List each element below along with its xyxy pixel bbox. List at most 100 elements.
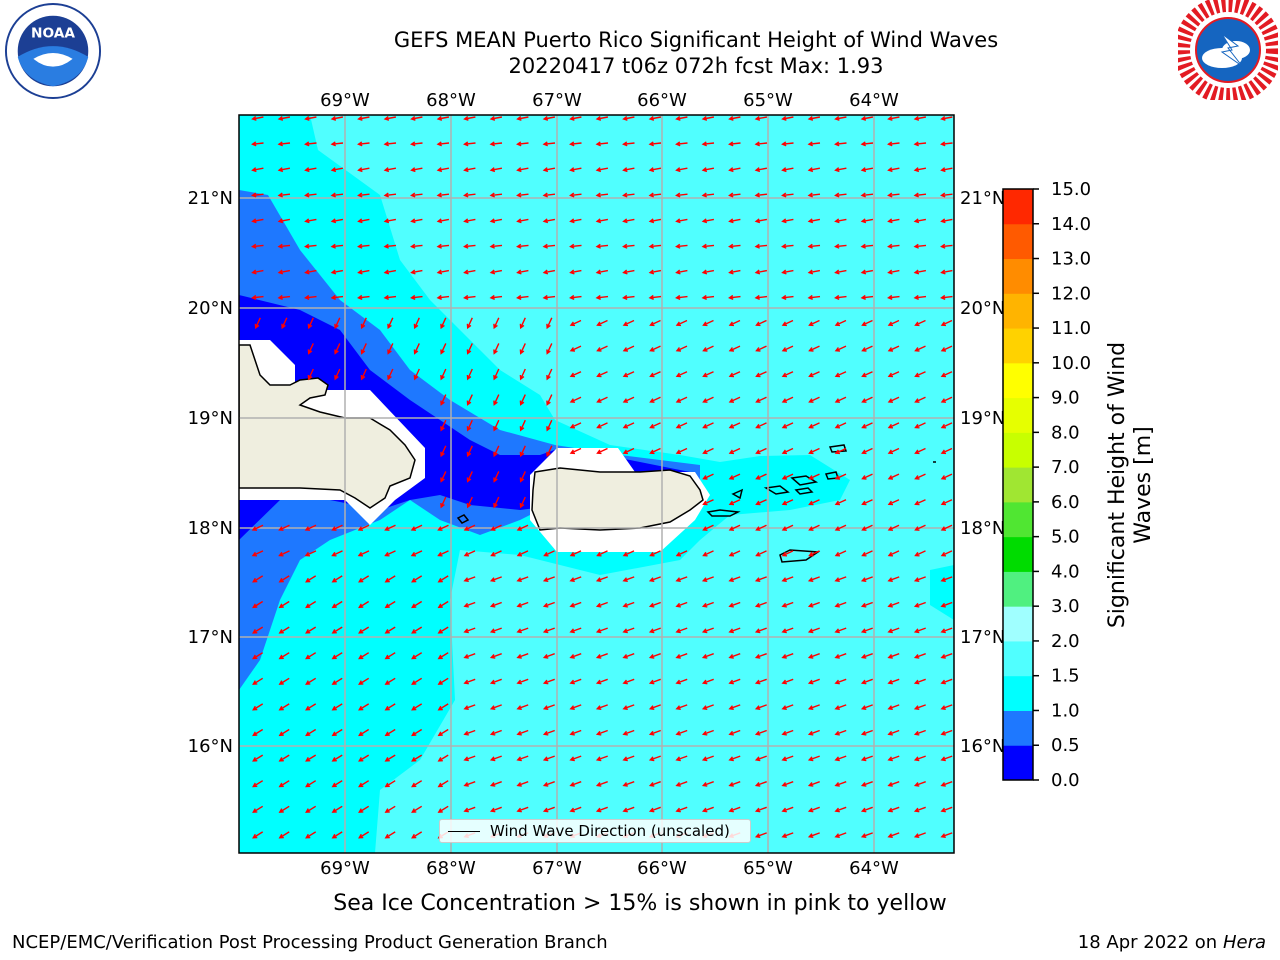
wind-wave-arrow [569,576,582,582]
wind-wave-arrow [516,294,529,300]
chart-subtitle: 20220417 t06z 072h fcst Max: 1.93 [508,54,884,78]
wind-wave-arrow [519,343,526,355]
wind-wave-arrow [728,806,741,813]
wind-wave-arrow [834,576,847,582]
wind-wave-arrow [440,317,447,330]
wind-wave-arrow [622,601,635,608]
wind-wave-arrow [834,704,847,710]
wind-wave-arrow [940,396,953,403]
wind-wave-arrow [595,704,608,710]
wind-wave-arrow [489,653,502,659]
wind-wave-arrow [489,576,502,582]
colorbar: 0.0 0.5 1.0 1.5 2.0 3.0 4.0 5.0 6.0 7.0 8.0 9.0 10.0… [1002,179,1156,791]
wind-wave-arrow [781,396,794,403]
colorbar-tick-label: 8.0 [1051,422,1080,443]
wind-wave-arrow [411,626,423,634]
wind-wave-arrow [440,496,447,509]
wind-wave-arrow [489,218,503,224]
wind-wave-arrow [622,729,635,736]
wind-wave-arrow [913,294,927,300]
wind-wave-arrow [516,524,529,531]
wind-wave-arrow [702,319,714,327]
wind-wave-arrow [675,115,688,121]
colorbar-bin [1003,640,1033,677]
wind-wave-arrow [781,524,794,531]
wind-wave-arrow [569,243,582,249]
wind-wave-arrow [410,294,423,300]
wind-wave-arrow [940,729,953,736]
wind-wave-arrow [542,294,556,300]
wind-wave-arrow [940,422,953,429]
wind-wave-arrow [436,115,450,121]
wind-wave-arrow [622,678,635,685]
wind-wave-arrow [940,627,953,634]
wind-wave-arrow [887,192,900,198]
wind-wave-arrow [437,575,449,583]
wind-wave-arrow [755,550,767,557]
wind-wave-arrow [807,806,820,813]
wind-wave-arrow [543,550,555,557]
map-legend: Wind Wave Direction (unscaled) [439,819,751,843]
wind-wave-arrow [516,550,529,557]
wind-wave-arrow [569,806,582,813]
wind-wave-arrow [940,371,953,378]
wind-wave-arrow [307,368,314,381]
wind-wave-arrow [940,473,953,480]
wind-wave-arrow [331,652,343,660]
wind-wave-arrow [383,115,397,121]
wind-wave-arrow [410,218,423,224]
wind-wave-arrow [411,652,423,660]
wind-wave-arrow [728,653,741,659]
wind-wave-arrow [516,115,529,121]
wind-wave-arrow [914,371,926,378]
wind-wave-arrow [834,601,847,608]
lon-tick-label: 68°W [426,858,476,879]
lat-tick-label: 19°N [960,408,1005,429]
wind-wave-arrow [330,167,344,173]
wind-wave-arrow [913,218,927,224]
colorbar-tick-label: 11.0 [1051,318,1091,339]
wind-wave-arrow [358,600,370,609]
wind-wave-arrow [781,115,794,121]
wind-wave-arrow [437,600,449,609]
wind-wave-arrow [913,781,926,787]
sea-ice-note: Sea Ice Concentration > 15% is shown in … [333,891,947,916]
wind-wave-arrow [728,499,741,506]
wind-wave-arrow [384,575,396,583]
wind-wave-arrow [489,269,503,275]
wind-wave-arrow [808,371,820,378]
wind-wave-arrow [569,115,582,121]
wind-wave-arrow [622,269,635,275]
wind-wave-arrow [542,269,556,275]
wind-wave-arrow [808,473,820,480]
wind-wave-arrow [755,319,767,327]
wind-wave-arrow [542,141,556,147]
wind-wave-arrow [728,550,741,557]
wind-wave-arrow [436,294,450,300]
wind-wave-arrow [834,345,847,352]
colorbar-tick-label: 10.0 [1051,353,1091,374]
wind-wave-arrow [914,396,926,403]
wind-wave-arrow [622,371,635,378]
wind-wave-arrow [728,345,741,352]
wind-wave-arrow [251,294,264,300]
wind-wave-arrow [622,806,635,813]
wind-wave-arrow [595,678,608,685]
wind-wave-arrow [754,269,768,275]
wind-wave-arrow [728,576,741,582]
wind-wave-arrow [595,269,609,275]
wind-wave-arrow [251,524,264,531]
colorbar-bin [1003,536,1033,572]
wind-wave-arrow [410,269,423,275]
wind-wave-arrow [516,601,529,608]
wind-wave-arrow [516,243,529,249]
gridlines [239,115,954,853]
wind-wave-arrow [489,115,503,121]
wind-wave-arrow [489,243,503,249]
wind-wave-arrow [781,269,794,275]
wind-wave-arrow [702,371,714,378]
land-puerto-rico [531,467,704,531]
wind-wave-arrow [277,243,291,249]
wind-wave-arrow [622,294,635,300]
wind-wave-arrow [278,575,290,583]
